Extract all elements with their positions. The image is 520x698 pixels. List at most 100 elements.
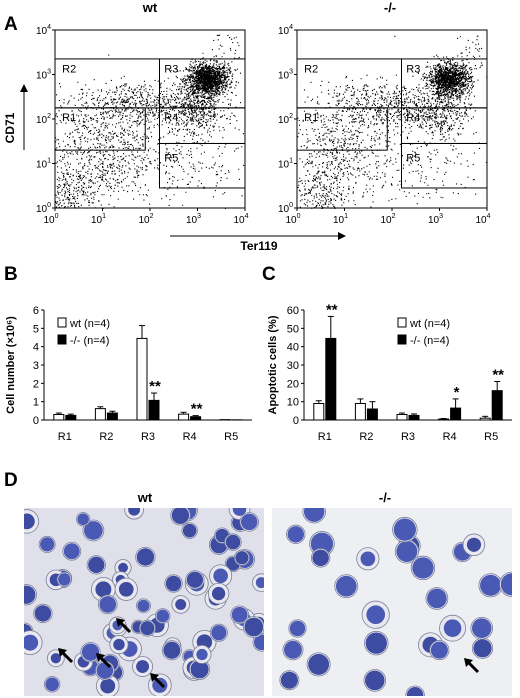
x-tick-label: 102	[380, 213, 395, 226]
significance-mark: **	[492, 367, 504, 384]
gate-r3-label: R3	[406, 63, 420, 75]
cell-number-bar-chart: 0 1 2 3 4 5 6 Cell number (×10⁶) R1 R2 R3 R4 R5 ** ** w…	[5, 305, 252, 443]
bar	[106, 412, 118, 421]
micrograph-wt	[24, 508, 264, 696]
cell-nucleus	[83, 521, 103, 540]
panel-b-letter: B	[4, 264, 18, 285]
gate-r1	[54, 107, 146, 151]
cell-nucleus	[430, 641, 448, 659]
arrow-head	[464, 658, 473, 667]
gate-r4-label: R4	[406, 112, 420, 124]
cell-nucleus	[500, 573, 512, 596]
gate-r2-label: R2	[62, 63, 76, 75]
gate-r1-label: R1	[62, 112, 76, 124]
panel-d-letter: D	[4, 470, 18, 491]
cell-nucleus	[231, 606, 248, 623]
bar	[190, 416, 202, 421]
cd71-arrowhead	[20, 84, 28, 92]
apoptotic-cells-bar-chart: 0 10 20 30 40 50 60 Apoptotic cells (%) R1 R2 R3 R4…	[267, 301, 512, 443]
y-tick-label: 40	[287, 342, 299, 354]
x-tick-exponent: 2	[150, 213, 154, 220]
ter119-arrowhead	[338, 232, 346, 240]
cell-nucleus	[365, 670, 385, 691]
significance-mark: **	[149, 378, 161, 395]
cell-nucleus	[136, 548, 155, 566]
y-tick-label: 0	[33, 415, 39, 427]
gate-r4-label: R4	[164, 112, 178, 124]
gate-r3-label: R3	[164, 63, 178, 75]
arrow-head	[150, 673, 159, 682]
x-tick-exponent: 3	[197, 213, 201, 220]
flow-axis-labels: CD71 Ter119	[3, 84, 346, 250]
y-tick-exponent: 1	[47, 158, 51, 165]
arrow-head	[116, 618, 125, 627]
bar	[450, 407, 462, 421]
cell-nucleus	[118, 581, 134, 597]
cell-nucleus	[396, 540, 418, 562]
cell-nucleus	[137, 599, 150, 612]
bar	[479, 417, 491, 421]
cell-nucleus	[289, 620, 306, 637]
y-tick-label: 2	[33, 378, 39, 390]
bar	[313, 403, 325, 421]
y-tick-exponent: 0	[289, 202, 293, 209]
cell-nucleus	[24, 634, 39, 651]
cell-nucleus	[24, 513, 35, 530]
y-tick-label: 102	[278, 113, 293, 126]
cell-nucleus	[360, 551, 376, 567]
cell-nucleus	[50, 653, 61, 664]
cell-nucleus	[244, 617, 264, 637]
flow-events	[297, 35, 488, 209]
cell-nucleus	[241, 513, 258, 531]
cd71-axis-label: CD71	[3, 112, 17, 143]
x-tick-label: 100	[43, 213, 58, 226]
bar	[354, 403, 366, 421]
cell-nucleus	[308, 653, 330, 675]
cell-nucleus	[152, 677, 168, 693]
y-tick-label: 0	[293, 415, 299, 427]
x-tick-exponent: 4	[487, 213, 491, 220]
x-tick-label: R3	[141, 431, 155, 443]
y-tick-exponent: 3	[47, 69, 51, 76]
x-tick-label: R4	[183, 431, 197, 443]
x-tick-label: 103	[186, 213, 201, 226]
bar	[148, 399, 160, 421]
y-tick-label: 3	[33, 360, 39, 372]
bar	[94, 408, 106, 421]
cell-nucleus	[156, 609, 170, 623]
y-tick-label: 10	[287, 397, 299, 409]
y-tick-label: 50	[287, 323, 299, 335]
cell-nucleus	[365, 632, 387, 654]
y-tick-label: 104	[36, 24, 51, 37]
y-tick-label: 1	[33, 397, 39, 409]
cell-nucleus	[34, 605, 52, 622]
panel-c-letter: C	[262, 264, 276, 285]
y-tick-exponent: 2	[289, 113, 293, 120]
micrograph-ko	[272, 508, 512, 696]
y-tick-label: 103	[278, 69, 293, 82]
gate-r5-label: R5	[406, 152, 420, 164]
arrow-head	[58, 648, 67, 657]
arrow-head	[96, 653, 105, 662]
y-tick-label: 20	[287, 378, 299, 390]
y-tick-label: 102	[36, 113, 51, 126]
x-tick-label: R3	[401, 431, 415, 443]
legend-label: wt (n=4)	[409, 318, 450, 330]
cell-nucleus	[406, 687, 424, 696]
cell-nucleus	[225, 534, 241, 550]
significance-mark: **	[191, 401, 203, 418]
x-tick-label: R1	[58, 431, 72, 443]
x-tick-label: R5	[224, 431, 238, 443]
legend-label: -/- (n=4)	[70, 335, 109, 347]
y-tick-label: 5	[33, 323, 39, 335]
cell-nucleus	[213, 568, 228, 584]
x-tick-exponent: 3	[439, 213, 443, 220]
y-tick-label: 101	[36, 158, 51, 171]
x-tick-label: 100	[285, 213, 300, 226]
y-axis-label: Cell number (×10⁶)	[5, 316, 17, 414]
x-tick-label: R2	[359, 431, 373, 443]
cell-nucleus	[211, 625, 227, 641]
gate-r1	[296, 107, 388, 151]
x-tick-label: R4	[443, 431, 457, 443]
cell-nucleus	[466, 537, 482, 552]
